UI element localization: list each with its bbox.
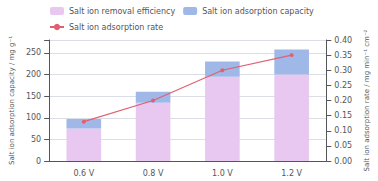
svg-text:Salt ion adsorption rate / mg: Salt ion adsorption rate / mg min⁻¹ cm⁻² bbox=[363, 29, 371, 171]
svg-text:50: 50 bbox=[31, 135, 41, 144]
svg-text:0.25: 0.25 bbox=[334, 81, 352, 90]
svg-text:0.00: 0.00 bbox=[334, 157, 352, 166]
svg-text:0.05: 0.05 bbox=[334, 141, 352, 150]
svg-text:150: 150 bbox=[26, 92, 41, 101]
svg-text:Salt ion adsorption capacity /: Salt ion adsorption capacity / mg g⁻¹ bbox=[8, 36, 16, 165]
svg-text:0.20: 0.20 bbox=[334, 96, 352, 105]
svg-text:0.6 V: 0.6 V bbox=[73, 169, 94, 178]
svg-text:0.30: 0.30 bbox=[334, 66, 352, 75]
svg-text:Salt ion removal efficiency: Salt ion removal efficiency bbox=[69, 7, 175, 16]
svg-text:1.0 V: 1.0 V bbox=[212, 169, 233, 178]
svg-text:1.2 V: 1.2 V bbox=[281, 169, 302, 178]
svg-text:100: 100 bbox=[26, 113, 41, 122]
svg-text:Salt ion adsorption capacity: Salt ion adsorption capacity bbox=[202, 7, 314, 16]
svg-text:0: 0 bbox=[36, 157, 41, 166]
svg-text:200: 200 bbox=[26, 70, 41, 79]
svg-text:Salt ion adsorption rate: Salt ion adsorption rate bbox=[69, 23, 163, 32]
svg-text:0.35: 0.35 bbox=[334, 51, 352, 60]
svg-text:0.15: 0.15 bbox=[334, 111, 352, 120]
svg-text:0.10: 0.10 bbox=[334, 126, 352, 135]
svg-text:250: 250 bbox=[26, 48, 41, 57]
svg-text:0.8 V: 0.8 V bbox=[143, 169, 164, 178]
svg-text:0.40: 0.40 bbox=[334, 36, 352, 45]
